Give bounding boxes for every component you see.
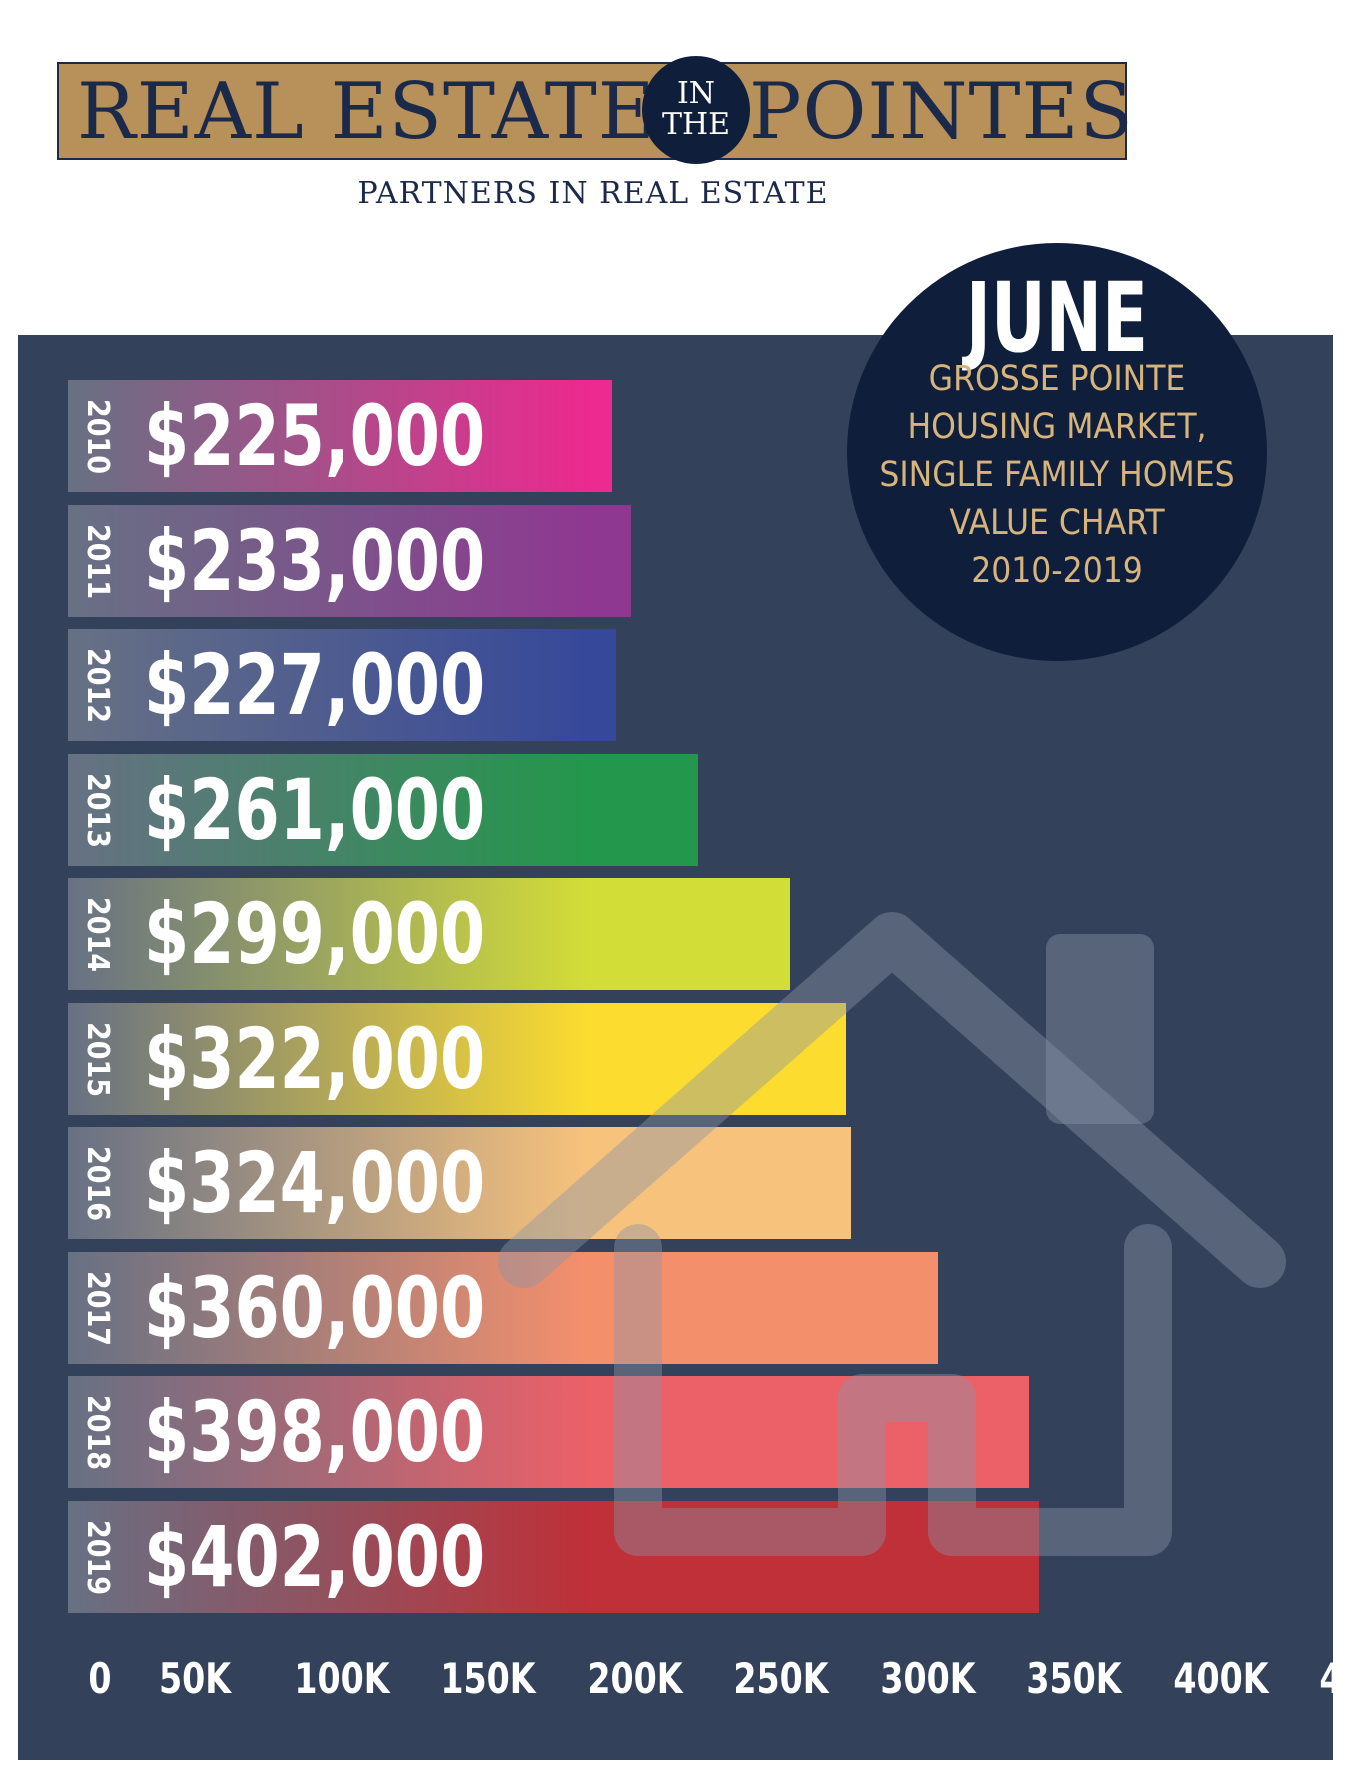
x-tick-label: 350K — [1026, 1654, 1122, 1703]
logo-circle-top: IN — [676, 76, 716, 111]
logo-circle: IN THE — [642, 56, 750, 164]
bar-2010 — [68, 380, 612, 492]
x-tick-label: 200K — [587, 1654, 683, 1703]
badge-subtitle: GROSSE POINTE HOUSING MARKET, SINGLE FAM… — [847, 355, 1267, 595]
value-label: $360,000 — [144, 1259, 486, 1357]
x-tick-label: 250K — [733, 1654, 829, 1703]
badge-month: JUNE — [965, 262, 1149, 374]
x-tick-label: 300K — [880, 1654, 976, 1703]
badge-line-4: VALUE CHART — [949, 503, 1165, 543]
tagline: PARTNERS IN REAL ESTATE — [357, 176, 829, 211]
logo-text-left: REAL ESTATE — [77, 67, 656, 157]
logo: REAL ESTATE IN THE POINTES — [57, 56, 1133, 164]
bar-2013 — [68, 754, 698, 866]
bar-2012 — [68, 629, 616, 741]
value-label: $299,000 — [144, 885, 486, 983]
badge-line-2: HOUSING MARKET, — [907, 407, 1207, 447]
logo-text-right: POINTES — [749, 67, 1134, 157]
x-tick-label: 450K — [1319, 1654, 1352, 1703]
bar-2015 — [68, 1003, 846, 1115]
bar-2018 — [68, 1376, 1029, 1488]
x-tick-label: 0 — [88, 1654, 112, 1703]
value-label: $324,000 — [144, 1134, 486, 1232]
value-label: $225,000 — [144, 387, 486, 485]
bar-2014 — [68, 878, 790, 990]
title-badge: JUNE GROSSE POINTE HOUSING MARKET, SINGL… — [847, 243, 1267, 661]
value-label: $233,000 — [144, 512, 486, 610]
x-tick-label: 400K — [1173, 1654, 1269, 1703]
logo-circle-bottom: THE — [661, 107, 731, 142]
badge-line-1: GROSSE POINTE — [928, 359, 1186, 399]
badge-line-3: SINGLE FAMILY HOMES — [879, 455, 1235, 495]
bar-2019 — [68, 1501, 1039, 1613]
value-label: $398,000 — [144, 1383, 486, 1481]
bar-2011 — [68, 505, 631, 617]
badge-line-5: 2010-2019 — [971, 551, 1143, 591]
x-tick-label: 50K — [158, 1654, 232, 1703]
value-label: $402,000 — [144, 1508, 486, 1606]
value-label: $322,000 — [144, 1010, 486, 1108]
value-label: $227,000 — [144, 636, 486, 734]
bar-2016 — [68, 1127, 851, 1239]
bar-2017 — [68, 1252, 938, 1364]
x-tick-label: 150K — [440, 1654, 536, 1703]
x-tick-label: 100K — [294, 1654, 390, 1703]
value-label: $261,000 — [144, 761, 486, 859]
